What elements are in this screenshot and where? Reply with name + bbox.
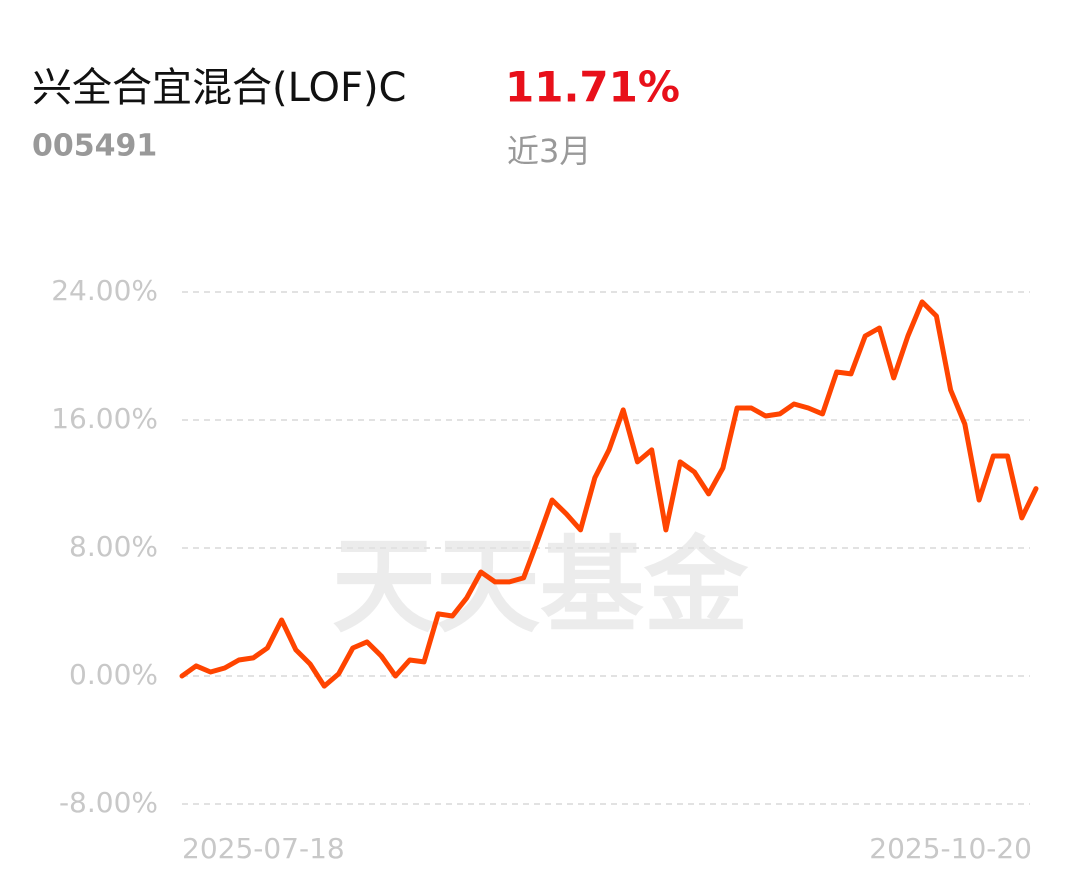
fund-code: 005491: [32, 129, 157, 164]
period: 近3月: [507, 132, 591, 170]
x-tick-label: 2025-10-20: [869, 832, 1032, 865]
y-tick-label: 0.00%: [69, 658, 158, 691]
x-tick-label: 2025-07-18: [182, 832, 345, 865]
line: [179, 299, 1039, 689]
fund-return: 11.71%: [505, 63, 680, 112]
y-tick-label: 16.00%: [51, 402, 158, 435]
y-tick-label: 24.00%: [51, 274, 158, 307]
y-tick-label: 8.00%: [69, 530, 158, 563]
fund-title: 兴全合宜混合(LOF)C: [32, 65, 407, 111]
watermark: 天天基金: [332, 524, 749, 647]
y-tick-label: -8.00%: [59, 786, 158, 819]
